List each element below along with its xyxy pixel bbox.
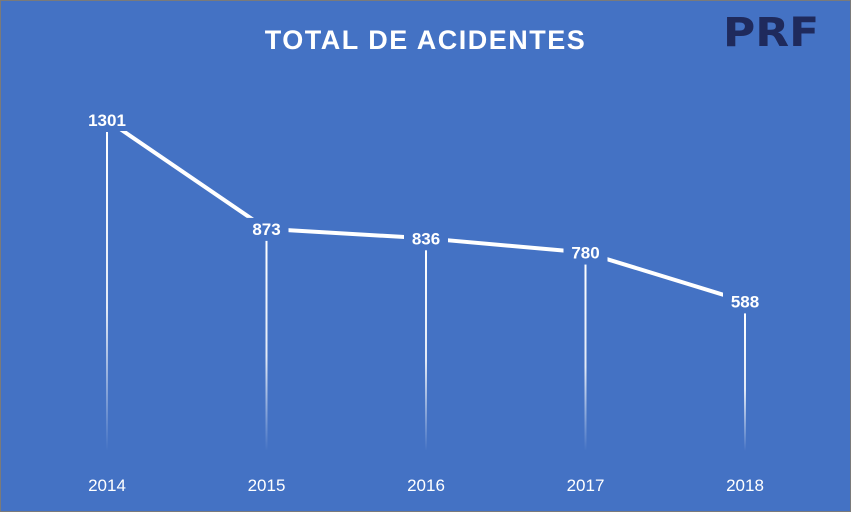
data-label-2017: 780 bbox=[571, 244, 599, 263]
data-label-bg bbox=[723, 290, 767, 313]
data-label-2014: 1301 bbox=[88, 111, 126, 130]
data-label-bg bbox=[85, 109, 129, 131]
data-label-2015: 873 bbox=[252, 220, 280, 239]
data-label-bg bbox=[244, 217, 289, 240]
data-label-bg bbox=[404, 227, 448, 250]
chart-title: TOTAL DE ACIDENTES bbox=[264, 25, 587, 55]
x-tick-2017: 2017 bbox=[567, 476, 605, 495]
drop-line-2016 bbox=[425, 250, 427, 451]
x-tick-2014: 2014 bbox=[88, 476, 126, 495]
x-tick-2018: 2018 bbox=[726, 476, 764, 495]
drop-line-2015 bbox=[265, 240, 268, 451]
x-tick-2016: 2016 bbox=[407, 476, 445, 495]
prf-logo: PRF bbox=[723, 9, 820, 56]
x-tick-2015: 2015 bbox=[248, 476, 286, 495]
data-label-2018: 588 bbox=[731, 292, 759, 311]
data-label-bg bbox=[563, 241, 608, 264]
drop-line-2014 bbox=[106, 132, 108, 451]
drop-line-2018 bbox=[744, 313, 746, 451]
drop-line-2017 bbox=[584, 264, 587, 451]
data-label-2016: 836 bbox=[412, 229, 440, 248]
